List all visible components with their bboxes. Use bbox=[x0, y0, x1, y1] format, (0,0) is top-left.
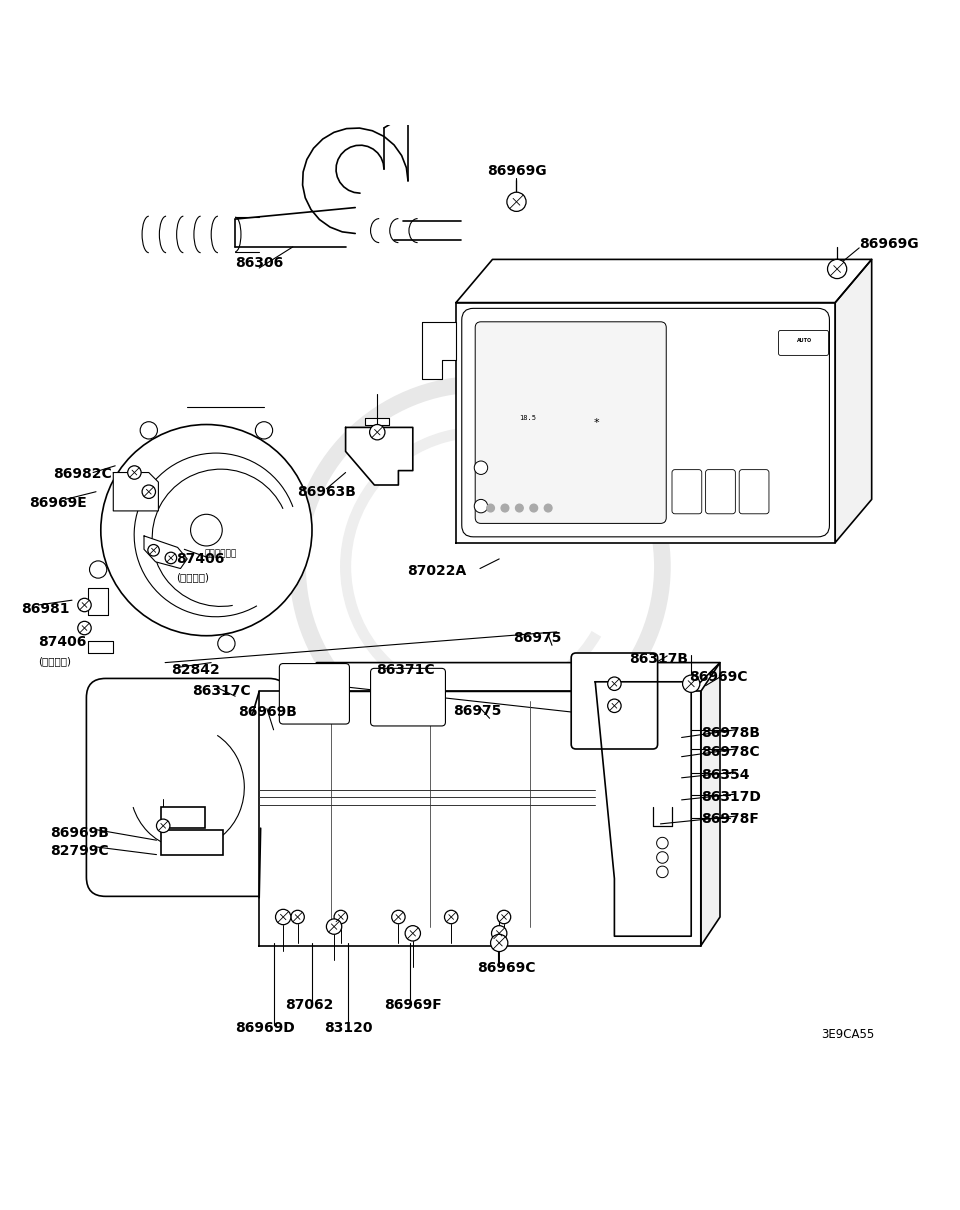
Text: 86978B: 86978B bbox=[701, 726, 759, 739]
Text: 86978C: 86978C bbox=[701, 745, 759, 759]
Polygon shape bbox=[259, 691, 701, 946]
Circle shape bbox=[291, 910, 304, 923]
Polygon shape bbox=[88, 641, 113, 653]
Circle shape bbox=[683, 675, 700, 692]
FancyBboxPatch shape bbox=[161, 830, 223, 854]
Text: 86371C: 86371C bbox=[376, 663, 435, 678]
Text: (ターボ無): (ターボ無) bbox=[38, 657, 71, 667]
Text: 86354: 86354 bbox=[701, 768, 750, 782]
Text: 87406: 87406 bbox=[176, 552, 224, 566]
Circle shape bbox=[608, 699, 621, 713]
Circle shape bbox=[78, 621, 91, 635]
Circle shape bbox=[444, 910, 458, 923]
Text: 86317C: 86317C bbox=[192, 685, 251, 698]
Text: AUTO: AUTO bbox=[797, 339, 812, 344]
Circle shape bbox=[148, 544, 159, 557]
Circle shape bbox=[507, 192, 526, 212]
Text: 87406: 87406 bbox=[38, 635, 86, 650]
Circle shape bbox=[487, 505, 494, 512]
Circle shape bbox=[474, 461, 488, 474]
Circle shape bbox=[516, 505, 523, 512]
Text: 86975: 86975 bbox=[453, 703, 501, 718]
Circle shape bbox=[101, 425, 312, 635]
FancyBboxPatch shape bbox=[462, 309, 829, 537]
Text: 86969G: 86969G bbox=[487, 165, 546, 178]
FancyBboxPatch shape bbox=[371, 668, 445, 726]
Circle shape bbox=[218, 635, 235, 652]
Circle shape bbox=[492, 926, 507, 941]
Circle shape bbox=[501, 505, 509, 512]
Circle shape bbox=[370, 425, 385, 440]
Circle shape bbox=[142, 485, 156, 499]
FancyBboxPatch shape bbox=[571, 653, 658, 749]
Circle shape bbox=[392, 910, 405, 923]
Text: (ターボ付): (ターボ付) bbox=[176, 572, 208, 582]
Text: 86969E: 86969E bbox=[29, 496, 86, 511]
Text: 86969F: 86969F bbox=[384, 998, 442, 1013]
Polygon shape bbox=[456, 302, 835, 542]
FancyBboxPatch shape bbox=[279, 663, 349, 724]
Polygon shape bbox=[365, 417, 389, 425]
Circle shape bbox=[156, 819, 170, 832]
Text: 87022A: 87022A bbox=[407, 564, 467, 578]
Polygon shape bbox=[346, 427, 413, 485]
FancyBboxPatch shape bbox=[739, 469, 769, 514]
FancyBboxPatch shape bbox=[475, 322, 666, 524]
Text: 82842: 82842 bbox=[171, 663, 220, 678]
Text: 87062: 87062 bbox=[285, 998, 333, 1013]
Text: 86969D: 86969D bbox=[235, 1021, 295, 1036]
Circle shape bbox=[405, 926, 420, 941]
Circle shape bbox=[334, 910, 348, 923]
Text: 86982C: 86982C bbox=[53, 467, 111, 482]
FancyBboxPatch shape bbox=[779, 330, 828, 356]
Circle shape bbox=[128, 466, 141, 479]
Text: 86969G: 86969G bbox=[859, 237, 919, 250]
FancyBboxPatch shape bbox=[86, 679, 288, 897]
Circle shape bbox=[89, 561, 107, 578]
Polygon shape bbox=[456, 259, 872, 302]
Circle shape bbox=[491, 934, 508, 951]
Text: （ターボ付）: （ターボ付） bbox=[204, 549, 237, 559]
Circle shape bbox=[165, 552, 177, 564]
FancyBboxPatch shape bbox=[161, 807, 205, 828]
Polygon shape bbox=[595, 681, 691, 937]
Text: 86306: 86306 bbox=[235, 257, 283, 270]
Circle shape bbox=[608, 678, 621, 691]
Text: 86969C: 86969C bbox=[477, 961, 536, 975]
Text: 82799C: 82799C bbox=[50, 843, 108, 858]
Circle shape bbox=[326, 918, 342, 934]
Circle shape bbox=[140, 422, 157, 439]
Polygon shape bbox=[144, 536, 187, 569]
FancyBboxPatch shape bbox=[672, 469, 702, 514]
Text: 86963B: 86963B bbox=[298, 485, 356, 499]
Text: 86978F: 86978F bbox=[701, 812, 758, 826]
Circle shape bbox=[474, 500, 488, 513]
Circle shape bbox=[530, 505, 538, 512]
Polygon shape bbox=[288, 663, 720, 691]
Text: 86969B: 86969B bbox=[50, 825, 108, 840]
Polygon shape bbox=[113, 473, 158, 511]
Polygon shape bbox=[422, 322, 456, 380]
Polygon shape bbox=[701, 663, 720, 946]
Circle shape bbox=[190, 514, 223, 546]
Circle shape bbox=[298, 385, 662, 749]
Circle shape bbox=[276, 910, 291, 924]
FancyBboxPatch shape bbox=[706, 469, 735, 514]
Text: 86969B: 86969B bbox=[238, 704, 297, 719]
Text: 18.5: 18.5 bbox=[519, 415, 537, 421]
Circle shape bbox=[544, 505, 552, 512]
Circle shape bbox=[828, 259, 847, 278]
Text: 86969C: 86969C bbox=[689, 670, 748, 684]
Text: *: * bbox=[593, 417, 599, 427]
Text: 86317B: 86317B bbox=[629, 652, 687, 666]
Text: 86317D: 86317D bbox=[701, 790, 760, 803]
Text: 86981: 86981 bbox=[21, 601, 70, 616]
Text: 86975: 86975 bbox=[514, 630, 562, 645]
Polygon shape bbox=[835, 259, 872, 542]
Text: 3E9CA55: 3E9CA55 bbox=[821, 1027, 874, 1041]
Circle shape bbox=[255, 422, 273, 439]
Circle shape bbox=[497, 910, 511, 923]
Text: 83120: 83120 bbox=[324, 1021, 373, 1036]
Circle shape bbox=[78, 598, 91, 612]
